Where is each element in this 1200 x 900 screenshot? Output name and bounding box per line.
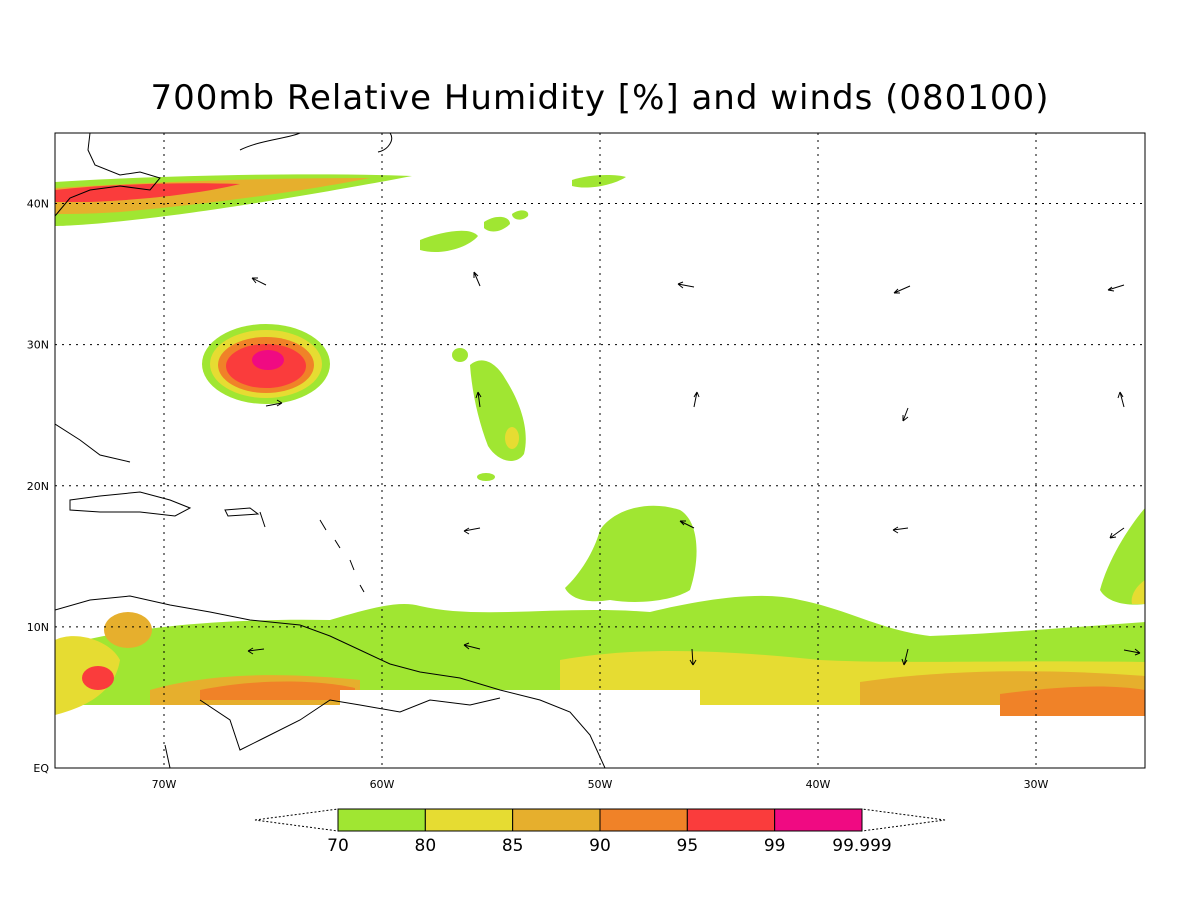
colorbar-swatch	[337, 808, 426, 832]
humidity-patch-d	[572, 175, 626, 188]
wind-arrow	[251, 277, 267, 286]
colorbar-label: 85	[502, 836, 524, 856]
coast-lesser-antilles	[319, 519, 365, 593]
wind-vectors	[247, 271, 1141, 666]
lat-tick-label: 30N	[27, 339, 49, 352]
lon-tick-label: 50W	[588, 778, 613, 791]
wind-arrow	[1123, 648, 1141, 656]
wind-arrow	[901, 648, 909, 666]
colorbar-left-extension	[254, 808, 339, 832]
humidity-blob-east-core	[1131, 580, 1145, 604]
lat-tick-label: 10N	[27, 621, 49, 634]
coast-nova-scotia	[239, 133, 301, 151]
humidity-blob-east	[1100, 508, 1145, 605]
coast-newfoundland	[377, 133, 393, 153]
lon-tick-label: 70W	[152, 778, 177, 791]
lat-tick-label: 40N	[27, 198, 49, 211]
humidity-patch-a	[420, 230, 478, 253]
humidity-streak-dot2	[477, 473, 495, 481]
wind-arrow	[892, 526, 909, 534]
coastline-layer	[55, 133, 606, 768]
humidity-patch-b	[484, 216, 510, 232]
humidity-fill-layer	[55, 174, 1145, 768]
wind-arrow	[1107, 284, 1125, 292]
humidity-venezuela	[104, 612, 152, 648]
coast-south-america	[55, 595, 606, 768]
lon-tick-label: 30W	[1024, 778, 1049, 791]
wind-arrow	[693, 391, 700, 408]
humidity-mask-south	[340, 690, 700, 768]
wind-arrow	[265, 399, 283, 407]
coast-puerto-rico	[224, 507, 260, 517]
wind-arrow	[677, 281, 695, 289]
wind-arrow	[1109, 527, 1125, 539]
humidity-streak-core	[505, 427, 519, 449]
colorbar-swatch	[512, 808, 601, 832]
wind-arrow	[463, 527, 481, 535]
wind-arrow	[1117, 391, 1125, 408]
coast-hispaniola	[69, 491, 192, 517]
latitude-labels: 40N 30N 20N 10N EQ	[27, 198, 50, 775]
plot-frame	[54, 132, 1146, 769]
coast-cuba	[55, 423, 131, 463]
humidity-itcz-sw-peak	[82, 666, 114, 690]
wind-arrow	[463, 642, 481, 650]
wind-arrow	[473, 271, 481, 287]
wind-arrow	[689, 648, 697, 666]
lon-tick-label: 40W	[806, 778, 831, 791]
humidity-streak	[470, 360, 526, 461]
colorbar: 70 80 85 90 95 99 99.999	[254, 808, 946, 856]
colorbar-swatch	[599, 808, 688, 832]
coast-sa-borders	[199, 697, 501, 751]
humidity-streak-dot	[452, 348, 468, 362]
colorbar-swatch	[774, 808, 863, 832]
colorbar-label: 99	[764, 836, 786, 856]
wind-arrow	[679, 520, 695, 529]
lat-tick-label: 20N	[27, 480, 49, 493]
humidity-patch-c	[512, 210, 529, 220]
colorbar-label: 70	[327, 836, 349, 856]
colorbar-label: 90	[589, 836, 611, 856]
wind-arrow	[247, 647, 265, 655]
colorbar-swatch	[686, 808, 776, 832]
humidity-cyclone-99	[252, 350, 284, 370]
wind-arrow	[902, 407, 909, 422]
graticule	[55, 133, 1145, 768]
coast-sa-south	[164, 744, 171, 768]
wind-arrow	[259, 511, 266, 528]
coast-north-america	[55, 133, 161, 217]
humidity-blob-central	[565, 505, 697, 602]
wind-arrow	[475, 391, 482, 408]
lat-tick-label: EQ	[33, 762, 49, 775]
colorbar-swatch	[424, 808, 514, 832]
colorbar-label: 95	[677, 836, 699, 856]
humidity-itcz-west-90	[200, 681, 355, 700]
colorbar-label: 99.999	[832, 836, 891, 856]
colorbar-right-extension	[861, 808, 946, 832]
colorbar-label: 80	[415, 836, 437, 856]
lon-tick-label: 60W	[370, 778, 395, 791]
map-title: 700mb Relative Humidity [%] and winds (0…	[150, 78, 1050, 118]
longitude-labels: 70W 60W 50W 40W 30W	[152, 778, 1049, 791]
humidity-band-north-peak	[55, 183, 240, 202]
wind-arrow	[893, 285, 911, 294]
